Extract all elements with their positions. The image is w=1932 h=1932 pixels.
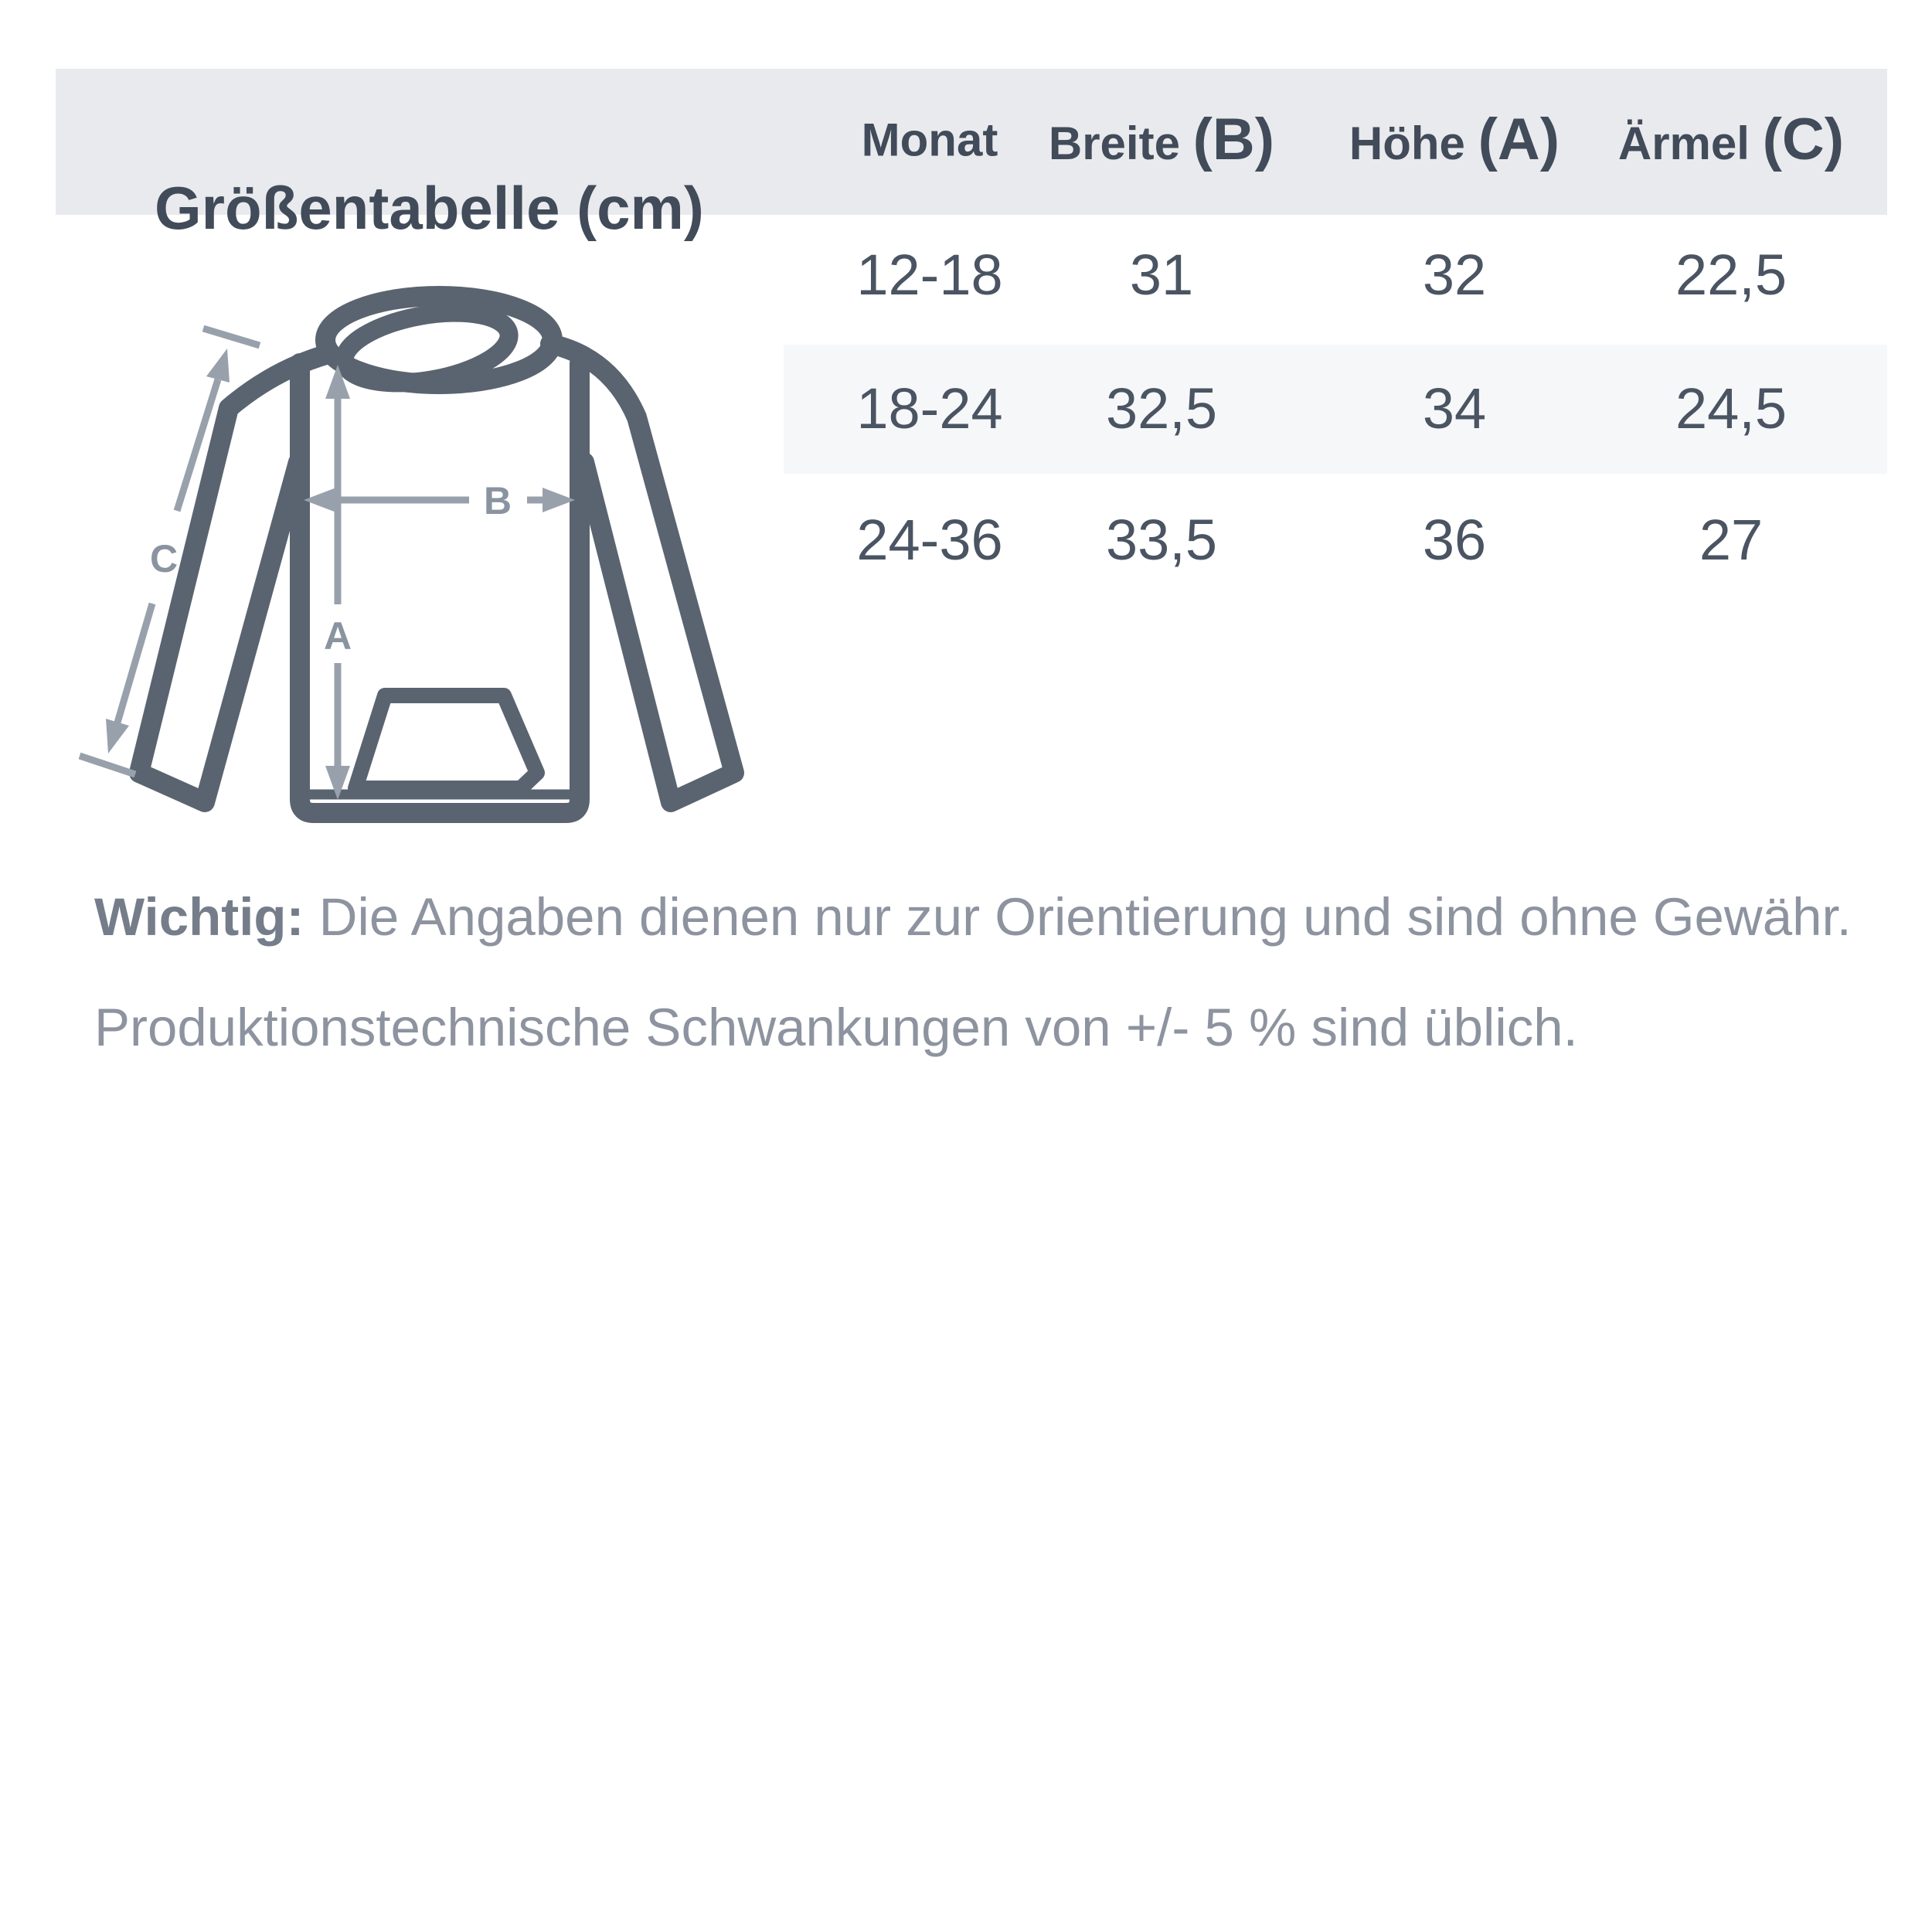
column-header-code: (B) bbox=[1192, 107, 1275, 173]
label-height-a: A bbox=[324, 614, 352, 658]
measure-arrow-c: C bbox=[78, 325, 261, 778]
table-cell: 32,5 bbox=[1105, 376, 1218, 440]
column-header-code: (A) bbox=[1478, 107, 1560, 173]
label-width-b: B bbox=[484, 479, 512, 522]
column-header-monat: Monat bbox=[862, 114, 998, 167]
table-header-bar: Größentabelle (cm) bbox=[56, 69, 1887, 242]
table-cell: 33,5 bbox=[1105, 507, 1218, 572]
disclaimer-emphasis: Wichtig: bbox=[94, 887, 304, 947]
table-cell: 24,5 bbox=[1675, 376, 1787, 440]
table-cell: 12-18 bbox=[856, 242, 1003, 307]
column-header-label: Höhe bbox=[1349, 117, 1465, 170]
table-cell: 34 bbox=[1422, 376, 1487, 440]
row-highlight bbox=[784, 345, 1887, 474]
column-header-breite: Breite (B) bbox=[1049, 106, 1274, 173]
disclaimer-line-1: Wichtig: Die Angaben dienen nur zur Orie… bbox=[94, 886, 1852, 947]
table-cell: 32 bbox=[1422, 242, 1487, 307]
table-cell: 24-36 bbox=[856, 507, 1003, 572]
column-header-aermel: Ärmel (C) bbox=[1618, 106, 1844, 173]
table-cell: 18-24 bbox=[856, 376, 1003, 440]
table-cell: 31 bbox=[1129, 242, 1194, 307]
measure-arrow-b: B bbox=[304, 479, 575, 522]
table-title: Größentabelle (cm) bbox=[155, 173, 704, 242]
table-cell: 36 bbox=[1422, 507, 1487, 572]
column-header-label: Monat bbox=[861, 114, 998, 166]
hoodie-measurement-diagram: A B C bbox=[78, 286, 744, 823]
column-header-label: Breite bbox=[1048, 117, 1180, 170]
label-sleeve-c: C bbox=[150, 537, 178, 580]
table-cell: 27 bbox=[1699, 507, 1764, 572]
hoodie-outline-icon bbox=[129, 286, 744, 823]
column-header-label: Ärmel bbox=[1617, 117, 1750, 170]
table-cell: 22,5 bbox=[1675, 242, 1787, 307]
column-header-hoehe: Höhe (A) bbox=[1349, 106, 1560, 173]
disclaimer-line-2: Produktionstechnische Schwankungen von +… bbox=[94, 998, 1578, 1057]
measure-arrow-a: A bbox=[324, 365, 352, 800]
disclaimer-text: Die Angaben dienen nur zur Orientierung … bbox=[304, 887, 1852, 947]
column-header-code: (C) bbox=[1762, 107, 1845, 173]
